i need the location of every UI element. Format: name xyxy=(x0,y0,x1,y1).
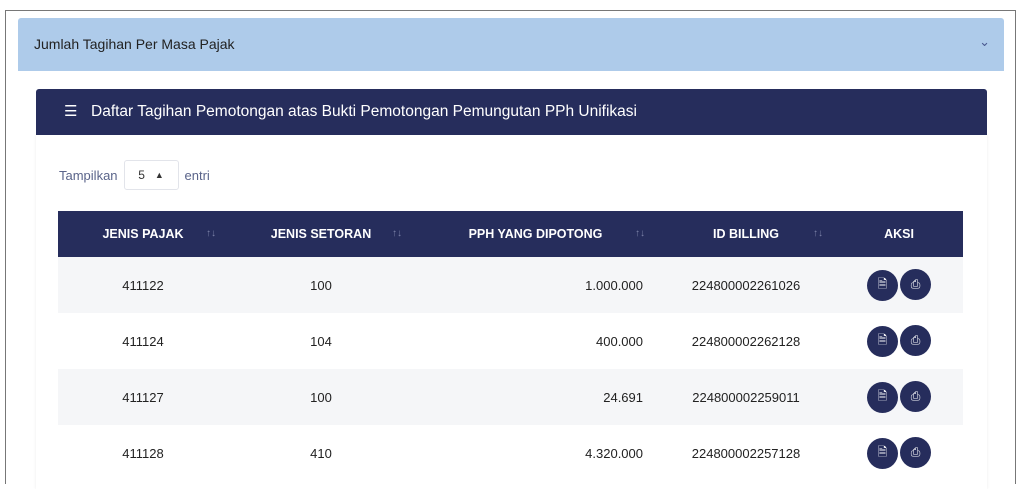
print-icon[interactable]: ⎙ xyxy=(900,269,931,300)
cell-id-billing: 224800002259011 xyxy=(657,369,835,425)
document-icon[interactable]: 🗎︎ xyxy=(867,326,898,357)
table-row: 411128 410 4.320.000 224800002257128 🗎︎ ⎙ xyxy=(58,425,963,481)
card-title: Daftar Tagihan Pemotongan atas Bukti Pem… xyxy=(91,103,637,120)
cell-aksi: 🗎︎ ⎙ xyxy=(835,369,963,425)
cell-jenis-pajak: 411128 xyxy=(122,445,164,461)
billing-table: JENIS PAJAK ↑↓ JENIS SETORAN ↑↓ PPH YANG D… xyxy=(58,211,963,481)
cell-jenis-setoran: 100 xyxy=(228,257,414,313)
cell-id-billing: 224800002257128 xyxy=(691,445,801,461)
print-icon[interactable]: ⎙ xyxy=(900,437,931,468)
cell-jenis-setoran: 100 xyxy=(228,369,414,425)
cell-pph: 1.000.000 xyxy=(414,257,657,313)
col-jenis-pajak[interactable]: JENIS PAJAK ↑↓ xyxy=(58,211,228,257)
accordion-title: Jumlah Tagihan Per Masa Pajak xyxy=(34,36,235,52)
card-header: ☰ Daftar Tagihan Pemotongan atas Bukti P… xyxy=(36,89,987,135)
cell-pph: 400.000 xyxy=(596,333,643,349)
cell-pph: 4.320.000 xyxy=(585,445,643,461)
header-label: JENIS SETORAN xyxy=(270,227,372,241)
entries-select[interactable]: 5 ▲︎ xyxy=(123,160,179,190)
cell-id-billing: 224800002261026 xyxy=(657,257,835,313)
length-suffix: entri xyxy=(184,167,210,183)
col-aksi: AKSI xyxy=(835,211,963,257)
sort-icon[interactable]: ↑↓ xyxy=(813,228,823,239)
entries-value: 5 xyxy=(138,168,145,182)
cell-jenis-setoran: 104 xyxy=(310,333,332,349)
header-label: AKSI xyxy=(884,227,914,241)
cell-jenis-pajak: 411122 xyxy=(58,257,228,313)
sort-arrows-icon: ▲︎ xyxy=(154,170,164,180)
header-label: JENIS PAJAK xyxy=(102,227,184,241)
table-row: 411127 100 24.691 224800002259011 🗎︎ ⎙ xyxy=(58,369,963,425)
cell-jenis-pajak: 411124 xyxy=(122,333,164,349)
chevron-down-icon[interactable]: ⌄ xyxy=(979,34,990,49)
sort-icon[interactable]: ↑↓ xyxy=(635,228,645,239)
cell-aksi: 🗎︎ ⎙ xyxy=(835,313,963,369)
header-label: ID BILLING xyxy=(713,227,779,241)
cell-id-billing: 224800002262128 xyxy=(691,333,801,349)
col-jenis-setoran[interactable]: JENIS SETORAN ↑↓ xyxy=(228,211,414,257)
print-icon[interactable]: ⎙ xyxy=(900,325,931,356)
cell-aksi: 🗎︎ ⎙ xyxy=(835,425,963,481)
cell-aksi: 🗎︎ ⎙ xyxy=(835,257,963,313)
length-control: Tampilkan 5 ▲︎ entri xyxy=(59,160,210,190)
length-prefix: Tampilkan xyxy=(59,167,118,183)
table-row: 411124 104 400.000 224800002262128 🗎︎ ⎙ xyxy=(58,313,963,369)
col-id-billing[interactable]: ID BILLING ↑↓ xyxy=(657,211,835,257)
col-pph[interactable]: PPH YANG DIPOTONG ↑↓ xyxy=(414,211,657,257)
document-icon[interactable]: 🗎︎ xyxy=(867,270,898,301)
table-row: 411122 100 1.000.000 224800002261026 🗎︎ ⎙ xyxy=(58,257,963,313)
list-icon: ☰ xyxy=(64,103,78,120)
cell-pph: 24.691 xyxy=(414,369,657,425)
sort-icon[interactable]: ↑↓ xyxy=(392,228,402,239)
frame xyxy=(5,10,1016,484)
document-icon[interactable]: 🗎︎ xyxy=(867,438,898,469)
print-icon[interactable]: ⎙ xyxy=(900,381,931,412)
header-label: PPH YANG DIPOTONG xyxy=(468,227,603,241)
cell-jenis-setoran: 410 xyxy=(310,445,332,461)
cell-jenis-pajak: 411127 xyxy=(58,369,228,425)
accordion-header[interactable]: Jumlah Tagihan Per Masa Pajak ⌄ xyxy=(18,18,1004,71)
sort-icon[interactable]: ↑↓ xyxy=(206,228,216,239)
document-icon[interactable]: 🗎︎ xyxy=(867,382,898,413)
